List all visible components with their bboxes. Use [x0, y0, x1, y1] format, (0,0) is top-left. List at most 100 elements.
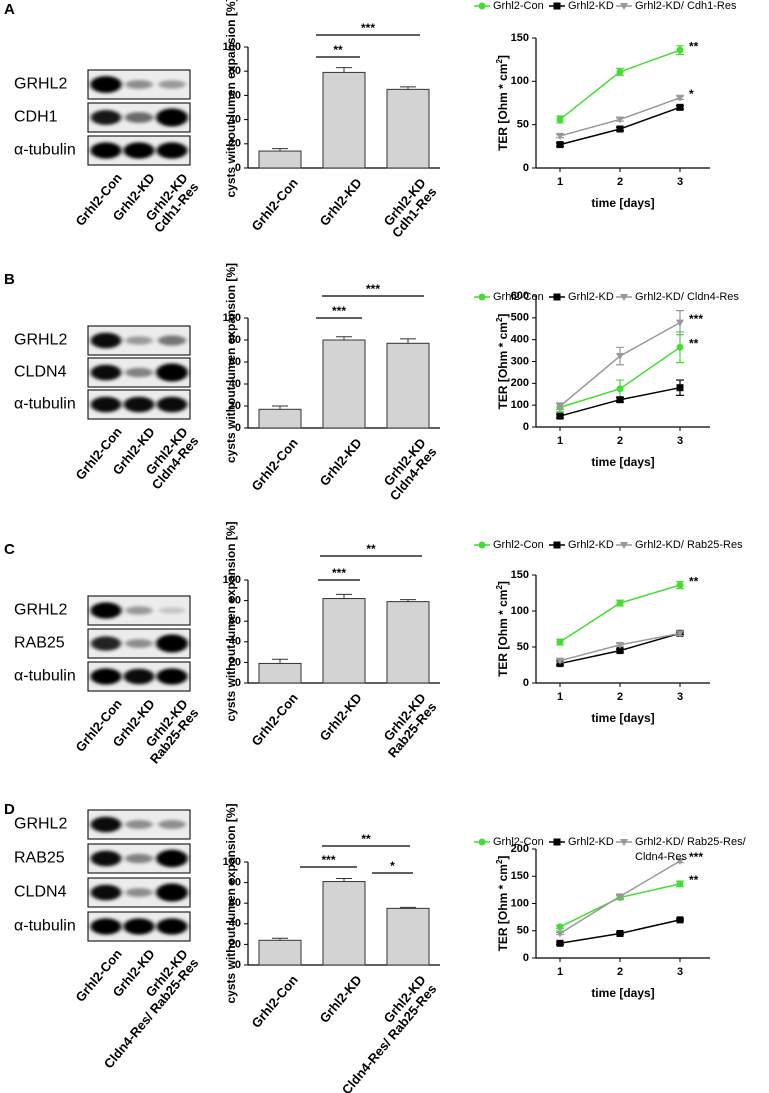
protein-label: GRHL2	[14, 602, 67, 619]
y-axis-label-part: TER [Ohm * cm	[496, 590, 510, 677]
legend-label: Grhl2-KD	[568, 291, 614, 303]
y-axis-label: TER [Ohm * cm2]	[495, 314, 511, 410]
legend-marker	[478, 541, 486, 549]
blot-band	[125, 336, 153, 345]
legend-marker	[553, 2, 561, 10]
blot-band	[156, 849, 188, 868]
y-axis-label: TER [Ohm * cm2]	[495, 581, 511, 677]
y-tick-label: 500	[511, 312, 529, 324]
point	[556, 930, 564, 938]
blot-band	[90, 76, 122, 93]
x-axis-label: time [days]	[591, 986, 654, 1000]
error-bar	[336, 336, 352, 340]
point	[556, 141, 564, 149]
panel-label: D	[4, 801, 15, 818]
bar	[258, 150, 302, 169]
y-axis-label: TER [Ohm * cm2]	[495, 856, 511, 952]
point	[676, 857, 684, 865]
blot-band	[125, 606, 153, 615]
error-bar	[272, 148, 288, 152]
protein-label: α-tubulin	[14, 142, 76, 159]
y-axis-label: cysts without lumen expansion [%]	[224, 521, 238, 721]
y-axis-label: cysts without lumen expansion [%]	[224, 803, 238, 1003]
y-tick-label: 0	[523, 952, 529, 964]
blot-band	[125, 367, 153, 378]
blot-band	[123, 142, 155, 159]
y-tick-label: 60	[229, 356, 241, 368]
significance-label: ***	[366, 282, 380, 296]
point	[556, 657, 564, 665]
y-tick-label: 60	[229, 89, 241, 101]
significance-label: **	[361, 832, 371, 846]
significance-label: *	[390, 859, 395, 873]
bar	[386, 88, 430, 169]
point	[616, 647, 624, 655]
point	[676, 343, 684, 351]
point	[616, 68, 624, 76]
significance-label: ***	[332, 566, 346, 580]
legend-label: Grhl2-KD	[568, 0, 614, 12]
blot-band	[156, 396, 188, 413]
legend-label: Grhl2-KD/ Cldn4-Res	[635, 291, 739, 303]
y-axis-label-part: 2	[495, 59, 504, 64]
significance-label: **	[689, 574, 699, 588]
point	[676, 630, 684, 638]
error-bar	[400, 906, 416, 909]
blot-band	[90, 364, 122, 381]
y-axis-label-part: ]	[496, 55, 510, 59]
x-tick-label: 1	[557, 435, 563, 447]
y-tick-label: 200	[511, 843, 529, 855]
blot-band	[125, 888, 153, 897]
blot-band	[90, 816, 122, 833]
y-tick-label: 100	[511, 399, 529, 411]
blot-band	[158, 607, 186, 614]
legend-marker	[620, 542, 628, 549]
y-tick-label: 400	[511, 334, 529, 346]
legend-marker	[553, 293, 561, 301]
significance-label: *	[689, 87, 694, 101]
y-axis-label-part: TER [Ohm * cm	[496, 864, 510, 951]
protein-label: CLDN4	[14, 364, 67, 381]
panel-label: C	[4, 541, 15, 558]
blot-band	[156, 668, 188, 685]
y-axis-label-part: 2	[495, 317, 504, 322]
x-tick-label: 2	[617, 435, 623, 447]
blot-band	[158, 820, 186, 829]
error-bar	[272, 937, 288, 941]
series-line	[559, 584, 681, 643]
significance-label: **	[689, 873, 699, 887]
point	[676, 880, 684, 888]
y-axis-label-part: TER [Ohm * cm	[496, 64, 510, 151]
y-tick-label: 150	[511, 870, 529, 882]
legend-marker	[478, 838, 486, 846]
y-tick-label: 0	[235, 959, 241, 971]
legend-label: Grhl2-Con	[493, 0, 544, 12]
protein-label: RAB25	[14, 635, 65, 652]
y-tick-label: 40	[229, 918, 241, 930]
x-tick-label: 1	[557, 176, 563, 188]
bar	[322, 71, 366, 169]
x-tick-label: 3	[677, 176, 683, 188]
bar	[258, 408, 302, 429]
bar	[322, 881, 366, 966]
legend-label: Grhl2-Con	[493, 836, 544, 848]
series-line	[559, 49, 681, 121]
blot-band	[125, 639, 153, 648]
blot-band	[156, 634, 188, 653]
bar	[258, 662, 302, 684]
y-tick-label: 100	[223, 856, 241, 868]
error-bar	[336, 877, 352, 882]
significance-label: ***	[332, 304, 346, 318]
blot-band	[90, 884, 122, 901]
point	[676, 319, 684, 327]
legend-label: Grhl2-KD/ Rab25-Res	[635, 539, 743, 551]
y-tick-label: 0	[235, 422, 241, 434]
significance-label: **	[689, 39, 699, 53]
point	[676, 384, 684, 392]
blot-band	[156, 142, 188, 159]
blot-band	[90, 142, 122, 159]
x-tick-label: 1	[557, 691, 563, 703]
protein-label: α-tubulin	[14, 396, 76, 413]
blot-band	[90, 396, 122, 413]
